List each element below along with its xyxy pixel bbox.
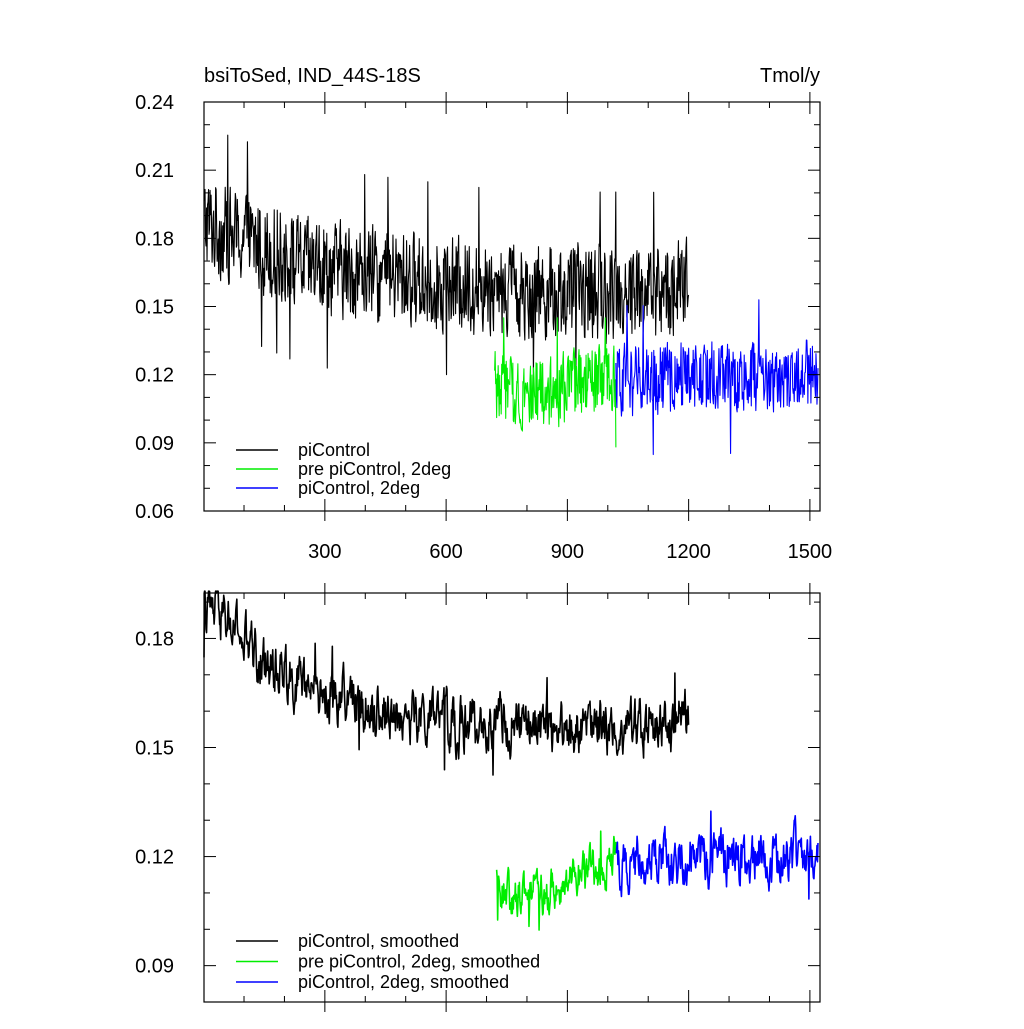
y-tick-label: 0.18 [135,228,174,250]
x-tick-label: 1200 [666,541,711,563]
plot-frame [203,101,821,512]
y-tick-label: 0.12 [135,365,174,387]
y-tick-label: 0.06 [135,501,174,523]
legend-label: piControl [298,440,370,460]
y-tick-label: 0.15 [135,738,174,760]
legend-label: pre piControl, 2deg [298,459,451,479]
legend-label: piControl, 2deg [298,478,420,498]
legend-label: piControl, smoothed [298,931,459,951]
y-tick-label: 0.24 [135,92,174,114]
series-line [494,317,617,448]
y-tick-label: 0.09 [135,433,174,455]
x-tick-label: 600 [429,541,462,563]
legend-label: pre piControl, 2deg, smoothed [298,952,540,972]
series-line [203,134,690,376]
x-tick-label: 1500 [788,541,833,563]
x-tick-label: 300 [308,541,341,563]
units-label: Tmol/y [760,65,820,87]
series-line [495,830,617,931]
chart-panel-1: 0.06 0.09 0.12 0.15 0.18 0.21 0.24 300 600 900 120… [135,65,832,563]
plot-frame [203,592,821,1003]
y-tick-label: 0.18 [135,628,174,650]
y-tick-label: 0.15 [135,297,174,319]
series-line [203,590,690,776]
legend-label: piControl, 2deg, smoothed [298,972,509,992]
y-tick-label: 0.21 [135,160,174,182]
series-line [615,810,819,900]
series-line [615,299,819,456]
x-tick-label: 900 [551,541,584,563]
chart-title: bsiToSed, IND_44S-18S [204,65,421,87]
y-tick-label: 0.12 [135,847,174,869]
y-tick-label: 0.09 [135,956,174,978]
